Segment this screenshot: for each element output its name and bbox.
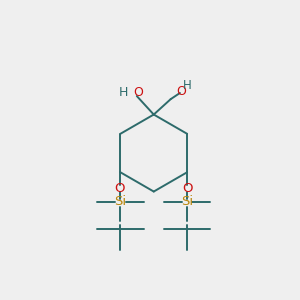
Text: O: O	[183, 182, 193, 195]
Text: H: H	[119, 86, 128, 100]
Text: Si: Si	[114, 195, 127, 208]
Text: H: H	[183, 79, 192, 92]
Text: O: O	[134, 86, 143, 100]
Text: O: O	[114, 182, 125, 195]
Text: O: O	[176, 85, 186, 98]
Text: Si: Si	[181, 195, 193, 208]
